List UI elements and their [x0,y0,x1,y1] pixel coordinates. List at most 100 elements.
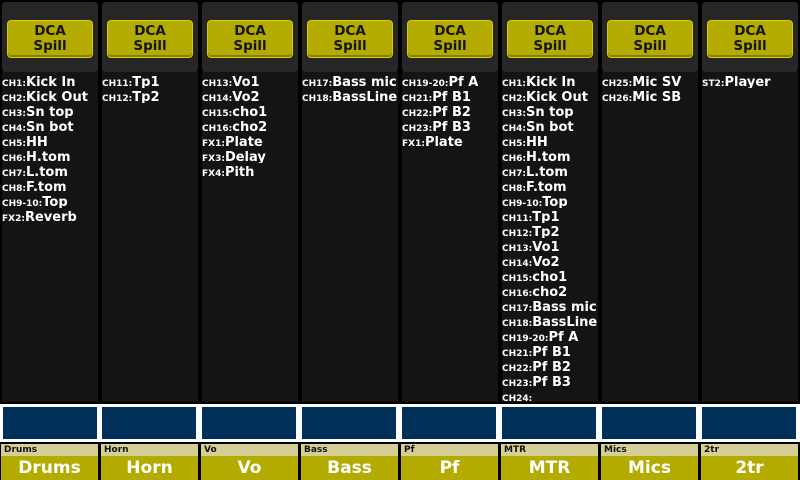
dca-spill-label-line1: DCA [734,23,766,39]
channel-list-item: CH2:Kick Out [502,88,598,103]
channel-number: CH6: [502,154,526,163]
dca-spill-button[interactable]: DCA Spill [707,20,793,58]
channel-list-item: CH18:BassLine [502,313,598,328]
channel-list: CH1:Kick In CH2:Kick Out CH3:Sn top CH4:Sn … [2,72,98,402]
channel-number: CH11: [502,214,533,223]
channel-list-item: FX3:Delay [202,148,298,163]
channel-list-item: CH11:Tp1 [502,208,598,223]
channel-number: CH1: [2,79,26,88]
channel-list: CH17:Bass mic CH18:BassLine [302,72,398,402]
channel-list-item: CH21:Pf B1 [502,343,598,358]
channel-number: CH4: [502,124,526,133]
channel-list-item: CH25:Mic SV [602,73,698,88]
strip-header: DCA Spill [502,2,598,72]
dca-name-label-2tr[interactable]: 2tr 2tr [701,444,798,480]
dca-strip-vo: DCA Spill CH13:Vo1 CH14:Vo2 CH15:cho1 CH16:… [202,0,298,480]
channel-number: CH15: [502,274,533,283]
channel-name: Sn bot [526,120,574,133]
dca-name-label-horn[interactable]: Horn Horn [101,444,198,480]
dca-name: MTR [501,456,598,480]
channel-list-item: CH19-20:Pf A [402,73,498,88]
channel-name: Vo1 [532,240,560,253]
channel-list-item: CH7:L.tom [2,163,98,178]
channel-number: CH13: [502,244,533,253]
dca-spill-button[interactable]: DCA Spill [7,20,93,58]
dca-spill-label-line1: DCA [434,23,466,39]
channel-number: CH26: [602,94,633,103]
channel-name: Vo1 [232,75,260,88]
channel-number: FX1: [402,139,425,148]
channel-list-item: CH15:cho1 [502,268,598,283]
channel-number: CH21: [502,349,533,358]
channel-list-item: FX1:Plate [402,133,498,148]
dca-spill-label-line1: DCA [34,23,66,39]
dca-spill-button[interactable]: DCA Spill [407,20,493,58]
dca-meter [402,407,496,439]
channel-name: H.tom [526,150,571,163]
channel-name: cho2 [532,285,568,298]
channel-list: CH13:Vo1 CH14:Vo2 CH15:cho1 CH16:cho2 FX1:Pl… [202,72,298,402]
channel-list-item: CH21:Pf B1 [402,88,498,103]
channel-name: Bass mic [532,300,597,313]
channel-list-item: CH1:Kick In [2,73,98,88]
channel-list-item: CH22:Pf B2 [502,358,598,373]
dca-spill-label-line2: Spill [333,38,367,54]
dca-spill-label-line2: Spill [633,38,667,54]
dca-meter [602,407,696,439]
channel-list-item: CH18:BassLine [302,88,398,103]
channel-list-item: CH3:Sn top [2,103,98,118]
dca-spill-label-line2: Spill [733,38,767,54]
channel-name: Pf B2 [532,360,571,373]
channel-name: Tp2 [132,90,160,103]
dca-spill-button[interactable]: DCA Spill [107,20,193,58]
channel-number: CH5: [502,139,526,148]
dca-name-label-vo[interactable]: Vo Vo [201,444,298,480]
channel-number: CH12: [502,229,533,238]
channel-number: CH2: [502,94,526,103]
channel-list-item: CH8:F.tom [2,178,98,193]
channel-number: CH2: [2,94,26,103]
channel-name: Vo2 [232,90,260,103]
channel-number: CH5: [2,139,26,148]
channel-list-item: CH16:cho2 [502,283,598,298]
dca-spill-button[interactable]: DCA Spill [507,20,593,58]
dca-spill-button[interactable]: DCA Spill [207,20,293,58]
channel-list-item: CH7:L.tom [502,163,598,178]
channel-list-item: CH26:Mic SB [602,88,698,103]
channel-list-item: CH17:Bass mic [502,298,598,313]
channel-list-item: CH5:HH [2,133,98,148]
dca-spill-button[interactable]: DCA Spill [607,20,693,58]
channel-name: Player [724,75,771,88]
channel-list-item: CH23:Pf B3 [502,373,598,388]
channel-list-item: CH12:Tp2 [502,223,598,238]
channel-name: Pf B3 [432,120,471,133]
channel-number: CH12: [102,94,133,103]
dca-spill-label-line2: Spill [33,38,67,54]
channel-number: FX3: [202,154,225,163]
dca-meter [302,407,396,439]
channel-name: Pith [224,165,255,178]
channel-number: CH7: [502,169,526,178]
channel-list-item: CH3:Sn top [502,103,598,118]
channel-list-item: CH24: [502,388,598,403]
dca-meter [502,407,596,439]
channel-number: CH9-10: [2,199,43,208]
channel-number: CH19-20: [402,79,449,88]
channel-list-item: CH4:Sn bot [2,118,98,133]
dca-short-name: Pf [401,444,498,456]
strip-header: DCA Spill [302,2,398,72]
dca-name-label-mics[interactable]: Mics Mics [601,444,698,480]
channel-name: F.tom [526,180,567,193]
dca-name-label-pf[interactable]: Pf Pf [401,444,498,480]
dca-strip-mics: DCA Spill CH25:Mic SV CH26:Mic SB [602,0,698,480]
dca-name-label-bass[interactable]: Bass Bass [301,444,398,480]
dca-name-label-mtr[interactable]: MTR MTR [501,444,598,480]
dca-name-label-drums[interactable]: Drums Drums [1,444,98,480]
channel-number: CH3: [502,109,526,118]
dca-spill-label-line2: Spill [433,38,467,54]
strip-header: DCA Spill [2,2,98,72]
dca-spill-button[interactable]: DCA Spill [307,20,393,58]
channel-list: CH25:Mic SV CH26:Mic SB [602,72,698,402]
channel-list-item: CH6:H.tom [502,148,598,163]
